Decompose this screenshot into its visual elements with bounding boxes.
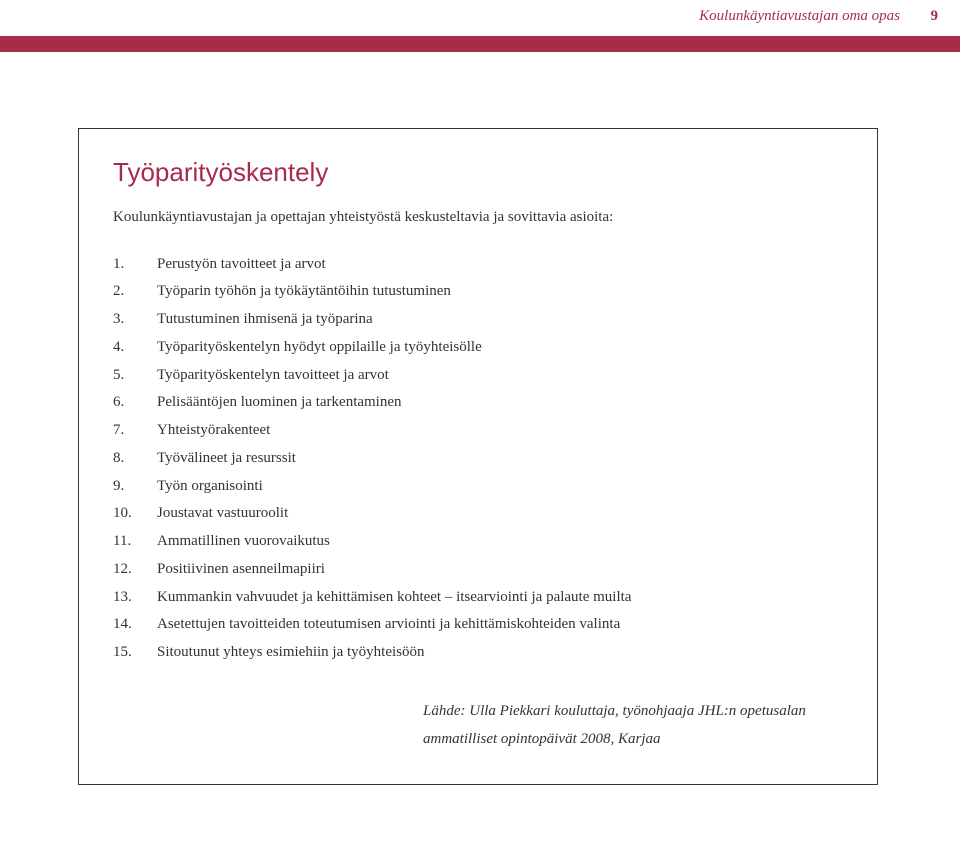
list-item-number: 10. <box>113 500 157 528</box>
running-header: Koulunkäyntiavustajan oma opas <box>699 8 900 25</box>
list-item-number: 14. <box>113 611 157 639</box>
header-rule <box>0 36 960 52</box>
list-item-number: 4. <box>113 334 157 362</box>
list-item: 10.Joustavat vastuuroolit <box>113 500 843 528</box>
list-item-number: 12. <box>113 556 157 584</box>
list-item-number: 15. <box>113 639 157 667</box>
list-item-text: Työparityöskentelyn tavoitteet ja arvot <box>157 362 843 390</box>
list-item-number: 13. <box>113 584 157 612</box>
list-item-text: Joustavat vastuuroolit <box>157 500 843 528</box>
list-item-number: 9. <box>113 473 157 501</box>
list-item: 15.Sitoutunut yhteys esimiehiin ja työyh… <box>113 639 843 667</box>
list-item-number: 8. <box>113 445 157 473</box>
list-item: 7.Yhteistyörakenteet <box>113 417 843 445</box>
box-title: Työparityöskentely <box>113 157 843 188</box>
intro-text: Koulunkäyntiavustajan ja opettajan yhtei… <box>113 206 843 229</box>
list-item: 6.Pelisääntöjen luominen ja tarkentamine… <box>113 389 843 417</box>
list-item-text: Työparin työhön ja työkäytäntöihin tutus… <box>157 278 843 306</box>
list-item-text: Yhteistyörakenteet <box>157 417 843 445</box>
list-item-number: 1. <box>113 251 157 279</box>
list-item: 3.Tutustuminen ihmisenä ja työparina <box>113 306 843 334</box>
list-item: 4.Työparityöskentelyn hyödyt oppilaille … <box>113 334 843 362</box>
list-item-text: Kummankin vahvuudet ja kehittämisen koht… <box>157 584 843 612</box>
header-title-text: Koulunkäyntiavustajan oma opas <box>699 8 900 24</box>
list-item: 12.Positiivinen asenneilmapiiri <box>113 556 843 584</box>
list-item-text: Ammatillinen vuorovaikutus <box>157 528 843 556</box>
list-item-number: 3. <box>113 306 157 334</box>
list-item: 8.Työvälineet ja resurssit <box>113 445 843 473</box>
list-item-text: Perustyön tavoitteet ja arvot <box>157 251 843 279</box>
list-item-text: Tutustuminen ihmisenä ja työparina <box>157 306 843 334</box>
list-item-number: 2. <box>113 278 157 306</box>
list-item: 5.Työparityöskentelyn tavoitteet ja arvo… <box>113 362 843 390</box>
list-item-text: Pelisääntöjen luominen ja tarkentaminen <box>157 389 843 417</box>
list-item-text: Työn organisointi <box>157 473 843 501</box>
content-box: Työparityöskentely Koulunkäyntiavustajan… <box>78 128 878 785</box>
list-item: 2.Työparin työhön ja työkäytäntöihin tut… <box>113 278 843 306</box>
list-item: 9.Työn organisointi <box>113 473 843 501</box>
list-item-number: 6. <box>113 389 157 417</box>
list-item-text: Positiivinen asenneilmapiiri <box>157 556 843 584</box>
list-item: 13.Kummankin vahvuudet ja kehittämisen k… <box>113 584 843 612</box>
page-number: 9 <box>931 8 939 25</box>
list-item-text: Sitoutunut yhteys esimiehiin ja työyhtei… <box>157 639 843 667</box>
list-item-text: Työparityöskentelyn hyödyt oppilaille ja… <box>157 334 843 362</box>
list-item-text: Asetettujen tavoitteiden toteutumisen ar… <box>157 611 843 639</box>
list-item-number: 5. <box>113 362 157 390</box>
list-item: 14.Asetettujen tavoitteiden toteutumisen… <box>113 611 843 639</box>
numbered-list: 1.Perustyön tavoitteet ja arvot2.Työpari… <box>113 251 843 667</box>
list-item: 11.Ammatillinen vuorovaikutus <box>113 528 843 556</box>
source-citation: Lähde: Ulla Piekkari kouluttaja, työnohj… <box>113 697 843 754</box>
list-item-number: 11. <box>113 528 157 556</box>
list-item-number: 7. <box>113 417 157 445</box>
list-item-text: Työvälineet ja resurssit <box>157 445 843 473</box>
list-item: 1.Perustyön tavoitteet ja arvot <box>113 251 843 279</box>
